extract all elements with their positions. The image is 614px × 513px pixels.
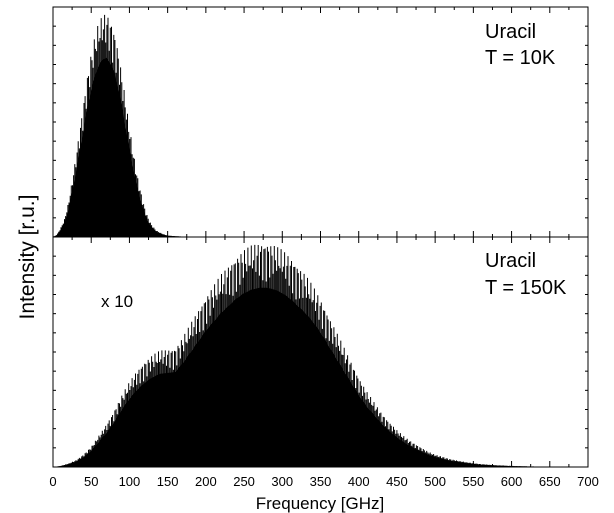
x-axis-label: Frequency [GHz] <box>256 494 385 513</box>
x-tick-label-100: 100 <box>119 474 141 489</box>
x-tick-label-150: 150 <box>157 474 179 489</box>
x-tick-label-450: 450 <box>386 474 408 489</box>
x-tick-label-650: 650 <box>539 474 561 489</box>
y-axis-label: Intensity [r.u.] <box>16 195 39 320</box>
tick-labels: 0 50 100 150 200 250 300 350 400 450 500 550 600 650 7… <box>49 474 598 489</box>
panel-bottom-spectrum-fill <box>53 287 588 467</box>
top-panel-label-line1: Uracil <box>485 21 536 43</box>
x-tick-label-700: 700 <box>577 474 599 489</box>
x-tick-label-250: 250 <box>233 474 255 489</box>
x-tick-label-550: 550 <box>463 474 485 489</box>
spectrum-fills <box>53 14 588 467</box>
bottom-panel-label-line1: Uracil <box>485 250 536 272</box>
x-tick-label-200: 200 <box>195 474 217 489</box>
x-tick-label-50: 50 <box>84 474 98 489</box>
top-panel-label-line2: T = 10K <box>485 47 556 69</box>
x-tick-label-600: 600 <box>501 474 523 489</box>
x-tick-label-350: 350 <box>310 474 332 489</box>
axis-ticks <box>52 7 589 467</box>
x-tick-label-500: 500 <box>424 474 446 489</box>
x-tick-label-300: 300 <box>271 474 293 489</box>
x-tick-label-400: 400 <box>348 474 370 489</box>
bottom-panel-label-line2: T = 150K <box>485 277 567 299</box>
bottom-panel-scale-annotation: x 10 <box>101 292 133 311</box>
x-tick-label-0: 0 <box>49 474 56 489</box>
panel-top-spectrum-fill <box>53 57 588 237</box>
